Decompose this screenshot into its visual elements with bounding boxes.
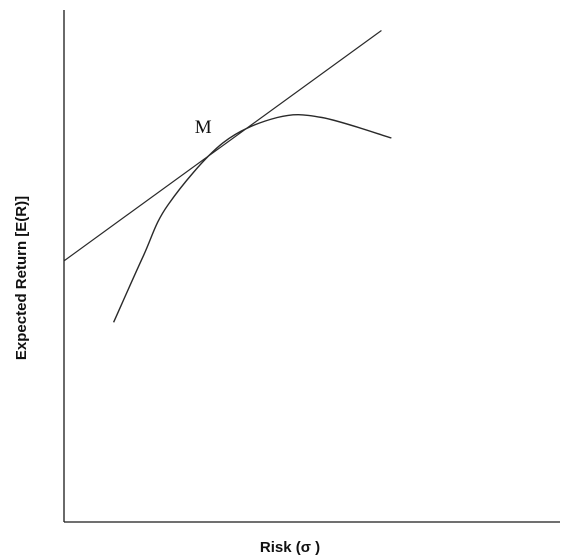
point-m-label: M <box>195 117 212 138</box>
capital-market-line <box>63 29 382 262</box>
x-axis-title: Risk (σ ) <box>260 539 320 556</box>
y-axis-title: Expected Return [E(R)] <box>13 196 30 360</box>
labels-layer: M Risk (σ ) Expected Return [E(R)] <box>13 117 320 556</box>
efficient-frontier-curve <box>112 113 392 323</box>
axes <box>63 10 560 523</box>
series-layer <box>63 29 392 323</box>
